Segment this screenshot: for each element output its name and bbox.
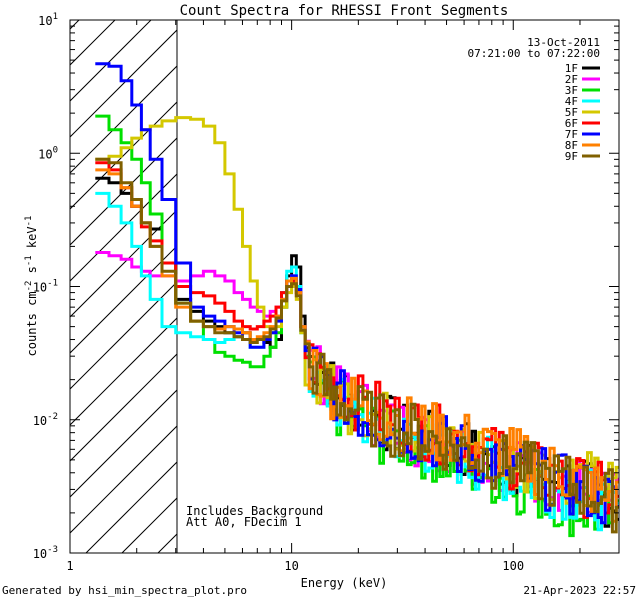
legend-label-6F: 6F [565, 117, 578, 130]
y-tick-label: 10-2 [33, 412, 58, 428]
y-tick-label: 10-3 [33, 545, 58, 561]
series-line-9F [95, 157, 619, 534]
footer-generated-by: Generated by hsi_min_spectra_plot.pro [2, 584, 247, 597]
hatch-line [70, 173, 177, 282]
annotation-background: Includes Background [186, 504, 323, 518]
y-tick-label: 100 [38, 145, 58, 161]
series-line-8F [95, 168, 619, 523]
chart-title: Count Spectra for RHESSI Front Segments [180, 3, 509, 19]
excluded-region-hatch [70, 20, 177, 553]
hatch-line [70, 29, 177, 138]
legend-label-1F: 1F [565, 62, 578, 75]
legend-label-4F: 4F [565, 95, 578, 108]
hatch-line [70, 20, 152, 102]
x-axis-label: Energy (keV) [301, 576, 388, 590]
y-axis-label: counts cm-2 s-1 keV-1 [24, 216, 39, 357]
x-tick-label: 10 [284, 559, 298, 573]
annotation-attenuator: Att A0, FDecim 1 [186, 515, 302, 529]
hatch-line [70, 425, 177, 534]
hatch-line [70, 20, 116, 66]
hatch-line [70, 389, 177, 498]
footer-date: 21-Apr-2023 22:57 [523, 584, 636, 597]
x-axis: 1 10 100 [66, 20, 620, 573]
x-tick-label: 100 [502, 559, 524, 573]
y-tick-label: 101 [38, 12, 58, 28]
legend-label-5F: 5F [565, 106, 578, 119]
legend-label-8F: 8F [565, 139, 578, 152]
x-tick-label: 1 [66, 559, 73, 573]
legend-time-range: 07:21:00 to 07:22:00 [468, 47, 600, 60]
plot-frame [69, 19, 620, 554]
legend-label-7F: 7F [565, 128, 578, 141]
hatch-line [70, 209, 177, 318]
legend-date: 13-Oct-2011 [527, 36, 600, 49]
hatch-line [70, 20, 80, 30]
series-group [95, 62, 619, 538]
legend-label-2F: 2F [565, 73, 578, 86]
legend-label-3F: 3F [565, 84, 578, 97]
legend-label-9F: 9F [565, 150, 578, 163]
hatch-line [70, 65, 177, 174]
